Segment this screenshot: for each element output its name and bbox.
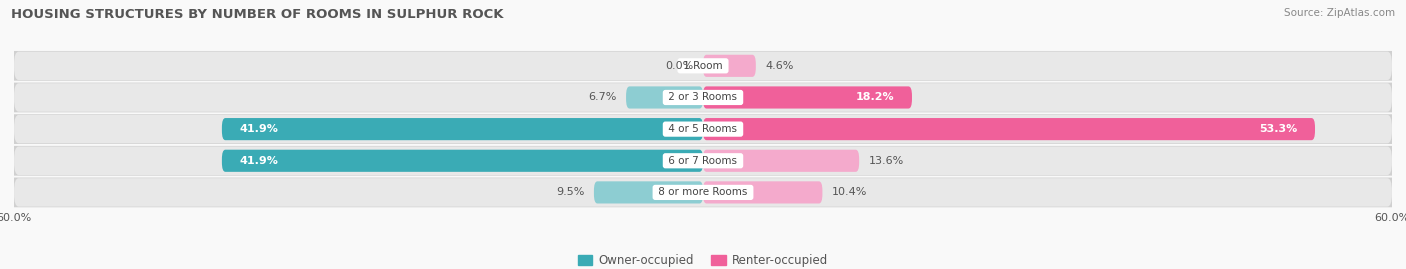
Text: 41.9%: 41.9% bbox=[239, 124, 278, 134]
Text: 18.2%: 18.2% bbox=[856, 93, 894, 102]
FancyBboxPatch shape bbox=[8, 51, 1398, 81]
FancyBboxPatch shape bbox=[14, 115, 1392, 143]
FancyBboxPatch shape bbox=[8, 178, 1398, 207]
Text: 13.6%: 13.6% bbox=[869, 156, 904, 166]
FancyBboxPatch shape bbox=[8, 114, 1398, 144]
FancyBboxPatch shape bbox=[703, 86, 912, 109]
Text: 4 or 5 Rooms: 4 or 5 Rooms bbox=[665, 124, 741, 134]
FancyBboxPatch shape bbox=[703, 118, 1315, 140]
FancyBboxPatch shape bbox=[222, 150, 703, 172]
Text: 2 or 3 Rooms: 2 or 3 Rooms bbox=[665, 93, 741, 102]
FancyBboxPatch shape bbox=[222, 118, 703, 140]
Legend: Owner-occupied, Renter-occupied: Owner-occupied, Renter-occupied bbox=[574, 249, 832, 269]
Text: 41.9%: 41.9% bbox=[239, 156, 278, 166]
FancyBboxPatch shape bbox=[14, 83, 1392, 112]
Text: 8 or more Rooms: 8 or more Rooms bbox=[655, 187, 751, 197]
Text: 9.5%: 9.5% bbox=[557, 187, 585, 197]
FancyBboxPatch shape bbox=[14, 178, 1392, 207]
FancyBboxPatch shape bbox=[703, 150, 859, 172]
Text: 0.0%: 0.0% bbox=[665, 61, 693, 71]
Text: HOUSING STRUCTURES BY NUMBER OF ROOMS IN SULPHUR ROCK: HOUSING STRUCTURES BY NUMBER OF ROOMS IN… bbox=[11, 8, 503, 21]
FancyBboxPatch shape bbox=[14, 147, 1392, 175]
Text: 53.3%: 53.3% bbox=[1260, 124, 1298, 134]
Text: 6.7%: 6.7% bbox=[589, 93, 617, 102]
FancyBboxPatch shape bbox=[626, 86, 703, 109]
FancyBboxPatch shape bbox=[703, 55, 756, 77]
FancyBboxPatch shape bbox=[703, 181, 823, 203]
Text: 1 Room: 1 Room bbox=[681, 61, 725, 71]
Text: Source: ZipAtlas.com: Source: ZipAtlas.com bbox=[1284, 8, 1395, 18]
FancyBboxPatch shape bbox=[14, 52, 1392, 80]
FancyBboxPatch shape bbox=[8, 83, 1398, 112]
Text: 10.4%: 10.4% bbox=[831, 187, 868, 197]
Text: 4.6%: 4.6% bbox=[765, 61, 793, 71]
FancyBboxPatch shape bbox=[593, 181, 703, 203]
FancyBboxPatch shape bbox=[8, 146, 1398, 176]
Text: 6 or 7 Rooms: 6 or 7 Rooms bbox=[665, 156, 741, 166]
